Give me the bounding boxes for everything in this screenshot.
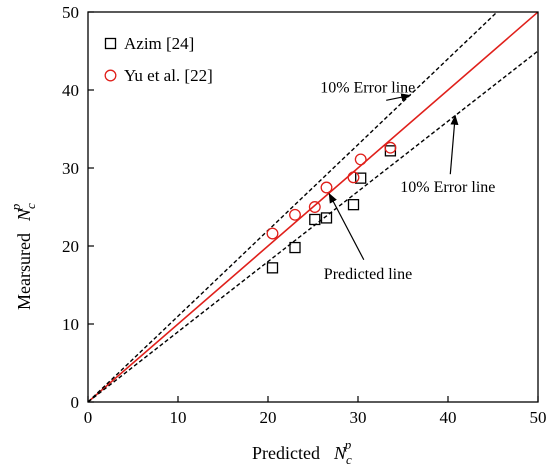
x-tick-label: 40 [440,408,457,427]
point-yu [266,227,279,240]
legend-label-yu: Yu et al. [22] [124,66,213,85]
annotations: 10% Error line 10% Error line Predicted li… [320,79,495,282]
data-points [266,141,397,274]
legend: Azim [24] Yu et al. [22] [104,34,213,85]
point-azim [309,213,321,226]
point-yu [354,153,367,166]
annotation-arrow-predicted [328,192,365,261]
point-yu [289,208,301,221]
point-yu [384,141,397,154]
x-tick-label: 20 [260,408,277,427]
reference-lines [88,12,538,402]
x-tick-label: 0 [84,408,93,427]
point-azim [355,172,367,184]
point-yu [320,181,333,194]
legend-label-azim: Azim [24] [124,34,194,53]
legend-marker-azim [104,37,117,50]
x-tick-label: 30 [350,408,367,427]
legend-marker-yu [104,69,117,82]
y-axis-title: MearsuredNcp [8,203,38,310]
reference-line-upper-error [88,12,499,402]
y-tick-label: 30 [62,159,79,178]
y-tick-label: 50 [62,3,79,22]
x-tick-label: 10 [170,408,187,427]
point-azim [266,262,279,274]
y-tick-label: 10 [62,315,79,334]
y-tick-label: 0 [71,393,80,412]
axis-ticks: 0 10 20 30 40 50 0 10 20 30 40 50 [62,3,547,427]
reference-line-lower-error [88,50,538,402]
point-azim [320,212,333,224]
point-azim [289,241,301,254]
plot-frame [87,11,539,403]
reference-line-predicted [88,12,538,402]
y-tick-label: 40 [62,81,79,100]
x-tick-label: 50 [530,408,547,427]
y-tick-label: 20 [62,237,79,256]
annotation-predicted: Predicted line [324,266,412,283]
annotation-arrow-upper [386,93,412,102]
annotation-lower: 10% Error line [400,179,495,196]
point-yu [308,201,321,213]
annotation-arrow-lower [449,114,459,175]
annotation-upper: 10% Error line [320,79,415,96]
point-azim [347,199,360,211]
point-yu [347,171,360,184]
x-axis-title: Predicted Ncp [252,437,352,467]
